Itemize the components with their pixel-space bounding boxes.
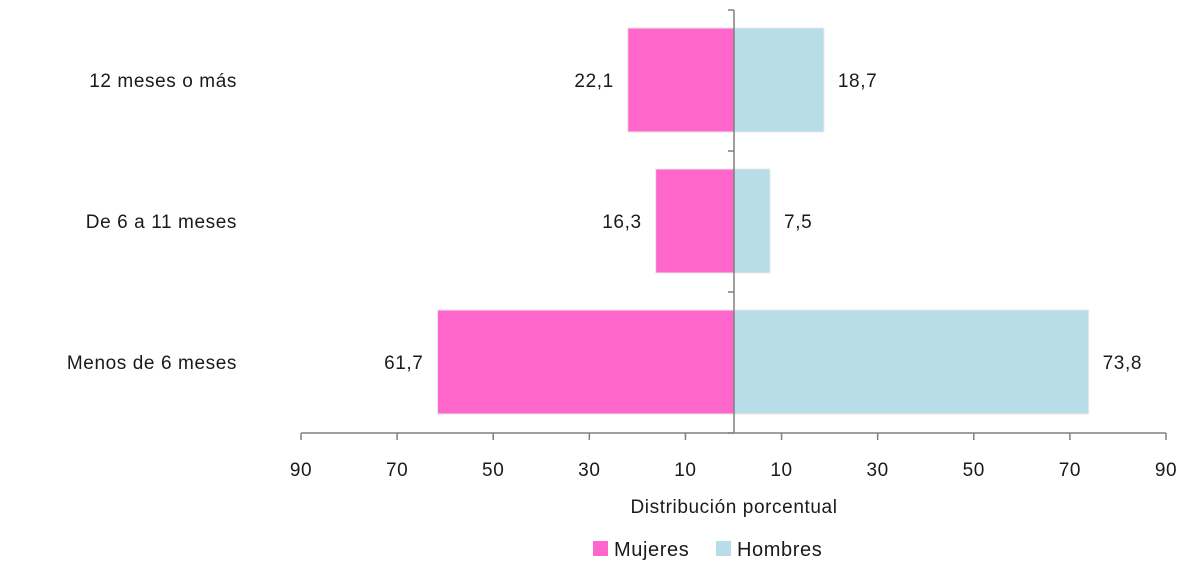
value-label-mujeres-de-6-a-11-meses: 16,3: [602, 212, 641, 233]
value-labels-group: 22,1 18,7 16,3 7,5 61,7 73,8: [384, 71, 1142, 374]
x-tick-label: 10: [674, 460, 696, 481]
x-axis-title: Distribución porcentual: [630, 497, 837, 518]
x-axis-ticks: 90 70 50 30 10 10 30 50 70 90: [290, 433, 1177, 481]
value-label-hombres-menos-de-6-meses: 73,8: [1103, 353, 1142, 374]
bar-hombres-de-6-a-11-meses: [733, 168, 771, 274]
value-label-mujeres-menos-de-6-meses: 61,7: [384, 353, 423, 374]
value-label-hombres-12-meses-o-mas: 18,7: [838, 71, 877, 92]
x-tick-label: 10: [770, 460, 792, 481]
legend-swatch-mujeres: [593, 541, 608, 556]
category-label-menos-de-6-meses: Menos de 6 meses: [67, 353, 237, 374]
category-labels-group: 12 meses o más De 6 a 11 meses Menos de 6 …: [67, 71, 237, 374]
bar-mujeres-de-6-a-11-meses: [655, 168, 735, 274]
legend-swatch-hombres: [716, 541, 731, 556]
x-tick-label: 70: [1059, 460, 1081, 481]
category-label-de-6-a-11-meses: De 6 a 11 meses: [86, 212, 237, 233]
legend: Mujeres Hombres: [593, 539, 822, 561]
legend-label-hombres: Hombres: [737, 539, 822, 561]
bars-group: [436, 27, 1090, 415]
x-tick-label: 30: [866, 460, 888, 481]
bar-hombres-menos-de-6-meses: [733, 309, 1090, 415]
x-tick-label: 50: [963, 460, 985, 481]
x-tick-label: 90: [1155, 460, 1177, 481]
bar-mujeres-menos-de-6-meses: [436, 309, 735, 415]
legend-label-mujeres: Mujeres: [614, 539, 689, 561]
category-label-12-meses-o-mas: 12 meses o más: [89, 71, 237, 92]
x-tick-label: 30: [578, 460, 600, 481]
value-label-hombres-de-6-a-11-meses: 7,5: [784, 212, 812, 233]
bar-mujeres-12-meses-o-mas: [627, 27, 735, 133]
x-tick-label: 50: [482, 460, 504, 481]
bar-hombres-12-meses-o-mas: [733, 27, 825, 133]
x-tick-label: 70: [386, 460, 408, 481]
x-tick-label: 90: [290, 460, 312, 481]
value-label-mujeres-12-meses-o-mas: 22,1: [574, 71, 613, 92]
